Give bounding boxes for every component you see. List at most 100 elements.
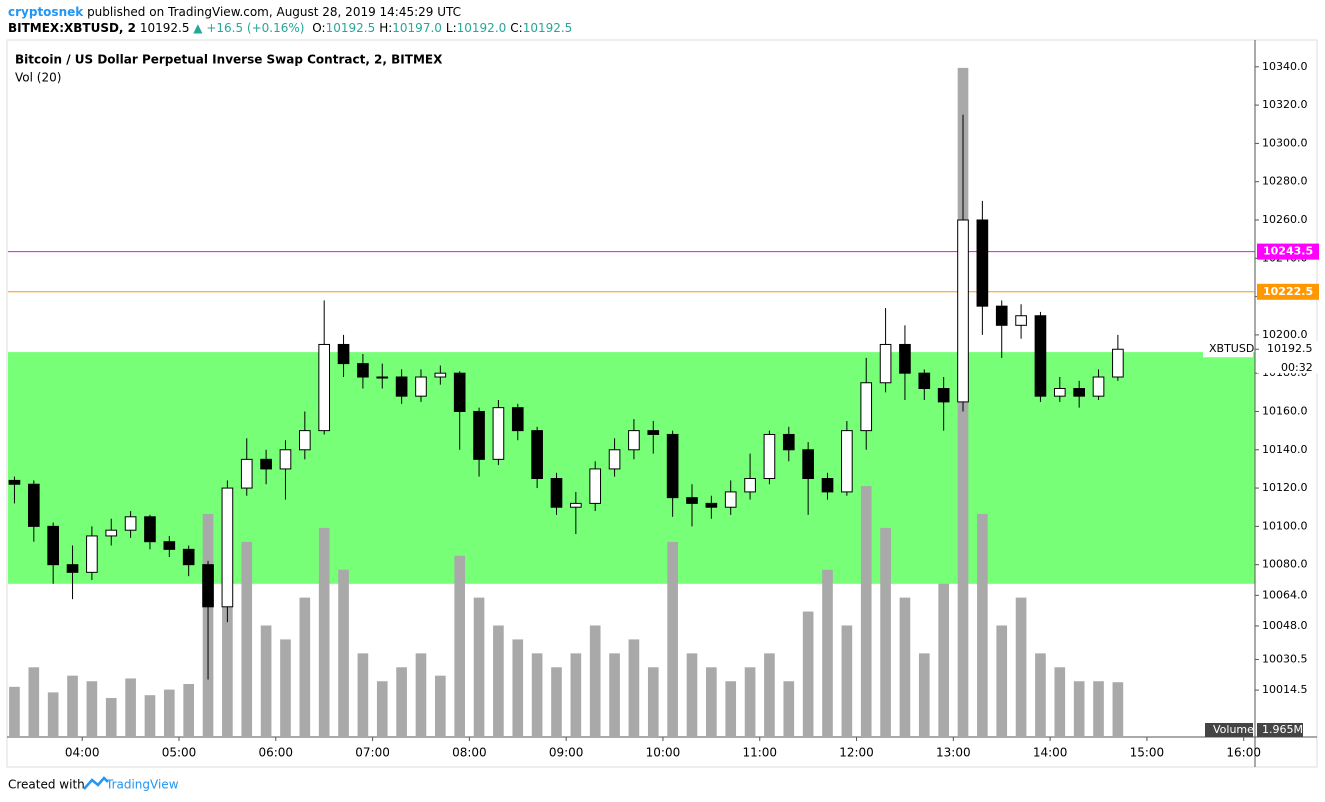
y-tick-label: 10300.0 xyxy=(1262,136,1308,149)
x-tick-label: 15:00 xyxy=(1130,746,1165,760)
candle-body xyxy=(337,343,350,365)
volume-bar xyxy=(706,667,717,737)
volume-value-tag xyxy=(1257,723,1303,737)
candle-body xyxy=(550,477,563,508)
volume-bar xyxy=(396,667,407,737)
symbol: BITMEX:XBTUSD, 2 xyxy=(8,21,137,35)
y-tick-label: 10100.0 xyxy=(1262,519,1308,532)
countdown: 00:32 xyxy=(1281,361,1313,374)
y-tick-label: 10140.0 xyxy=(1262,443,1308,456)
y-tick-label: 10120.0 xyxy=(1262,481,1308,494)
volume-bar xyxy=(9,686,20,737)
volume-bar xyxy=(260,625,272,737)
candle-body xyxy=(531,430,543,479)
y-tick-label: 10160.0 xyxy=(1262,404,1308,417)
symbol-tag xyxy=(1203,341,1253,358)
y-tick-label: 10280.0 xyxy=(1262,175,1308,188)
x-tick-label: 14:00 xyxy=(1033,746,1068,760)
chart-title: Bitcoin / US Dollar Perpetual Inverse Sw… xyxy=(15,53,443,67)
volume-bar xyxy=(183,684,195,737)
volume-bar xyxy=(589,625,601,737)
volume-tag xyxy=(1205,723,1253,737)
candle-body xyxy=(357,363,369,378)
y-tick-label: 10080.0 xyxy=(1262,558,1308,571)
last-price-label: 10192.5 xyxy=(1267,342,1313,355)
y-tick-label: 10064.0 xyxy=(1262,588,1308,601)
volume-bar xyxy=(725,681,737,737)
x-tick-label: 12:00 xyxy=(839,746,874,760)
volume-bar xyxy=(1035,653,1046,737)
candle-body xyxy=(260,458,272,470)
volume-bar xyxy=(454,555,466,737)
volume-bar xyxy=(822,569,833,737)
logo xyxy=(83,776,109,790)
volume-bar xyxy=(105,697,117,737)
volume-bar xyxy=(860,486,872,737)
volume-bar xyxy=(918,653,930,737)
x-tick-label: 07:00 xyxy=(355,746,390,760)
x-tick-label: 11:00 xyxy=(742,746,777,760)
published: published on TradingView.com, August 28,… xyxy=(87,5,462,19)
volume-bar xyxy=(67,675,78,737)
candle-body xyxy=(144,516,156,543)
candle-body xyxy=(763,433,776,479)
symbol-label: XBTUSD xyxy=(1209,342,1254,355)
y-tick-label: 10320.0 xyxy=(1262,98,1308,111)
last-price: 10192.5 xyxy=(139,21,190,35)
candle-body xyxy=(899,343,911,374)
symbol-line: BITMEX:XBTUSD, 2 10192.5 ▲ +16.5 (+0.16%… xyxy=(8,21,572,35)
volume-bar xyxy=(299,597,311,737)
candle-body xyxy=(434,372,447,378)
volume-bar xyxy=(531,653,543,737)
candle-body xyxy=(473,410,485,460)
volume-bar xyxy=(1112,682,1124,737)
volume-bar xyxy=(512,639,524,737)
volume-bar xyxy=(435,675,446,737)
candle-body xyxy=(415,376,427,397)
y-tick-label: 10014.5 xyxy=(1262,683,1308,696)
volume-bar xyxy=(609,653,620,737)
x-tick-label: 06:00 xyxy=(258,746,293,760)
volume-bar xyxy=(744,667,756,737)
volume-bar xyxy=(47,692,59,737)
candle-body xyxy=(666,433,679,499)
candle-body xyxy=(221,487,234,608)
candle-body xyxy=(744,477,756,493)
volume-bar xyxy=(1015,597,1027,737)
candle-body xyxy=(299,430,311,451)
footer-brand[interactable]: TradingView xyxy=(105,778,179,792)
candle-body xyxy=(318,343,331,432)
candle-body xyxy=(628,430,640,451)
candle-body xyxy=(957,219,969,403)
candle-body xyxy=(105,529,118,537)
x-tick-label: 09:00 xyxy=(549,746,584,760)
author[interactable]: cryptosnek xyxy=(8,5,84,19)
candle-body xyxy=(86,535,98,573)
x-tick-label: 05:00 xyxy=(162,746,197,760)
candle-body xyxy=(1073,388,1085,397)
volume-bar xyxy=(338,569,349,737)
volume-bar xyxy=(144,695,156,737)
volume-bar xyxy=(28,667,40,737)
y-tick-label: 10260.0 xyxy=(1262,213,1308,226)
level-tag xyxy=(1257,283,1319,300)
volume-bar xyxy=(938,583,949,737)
volume-bar xyxy=(899,597,911,737)
y-tick-label: 10340.0 xyxy=(1262,60,1308,73)
candle-body xyxy=(163,541,176,550)
candle-body xyxy=(240,458,253,489)
volume-bar xyxy=(1054,667,1066,737)
x-tick-label: 16:00 xyxy=(1226,746,1261,760)
candle-body xyxy=(802,449,814,479)
footer-text: Created with xyxy=(8,778,85,792)
candle-body xyxy=(782,433,795,451)
volume-bar xyxy=(764,653,775,737)
candle-body xyxy=(860,382,873,432)
y-tick-label: 10030.5 xyxy=(1262,652,1308,665)
volume-bar xyxy=(802,611,814,737)
volume-bar xyxy=(376,681,388,737)
candle-body xyxy=(608,449,621,470)
candle-body xyxy=(202,564,214,608)
